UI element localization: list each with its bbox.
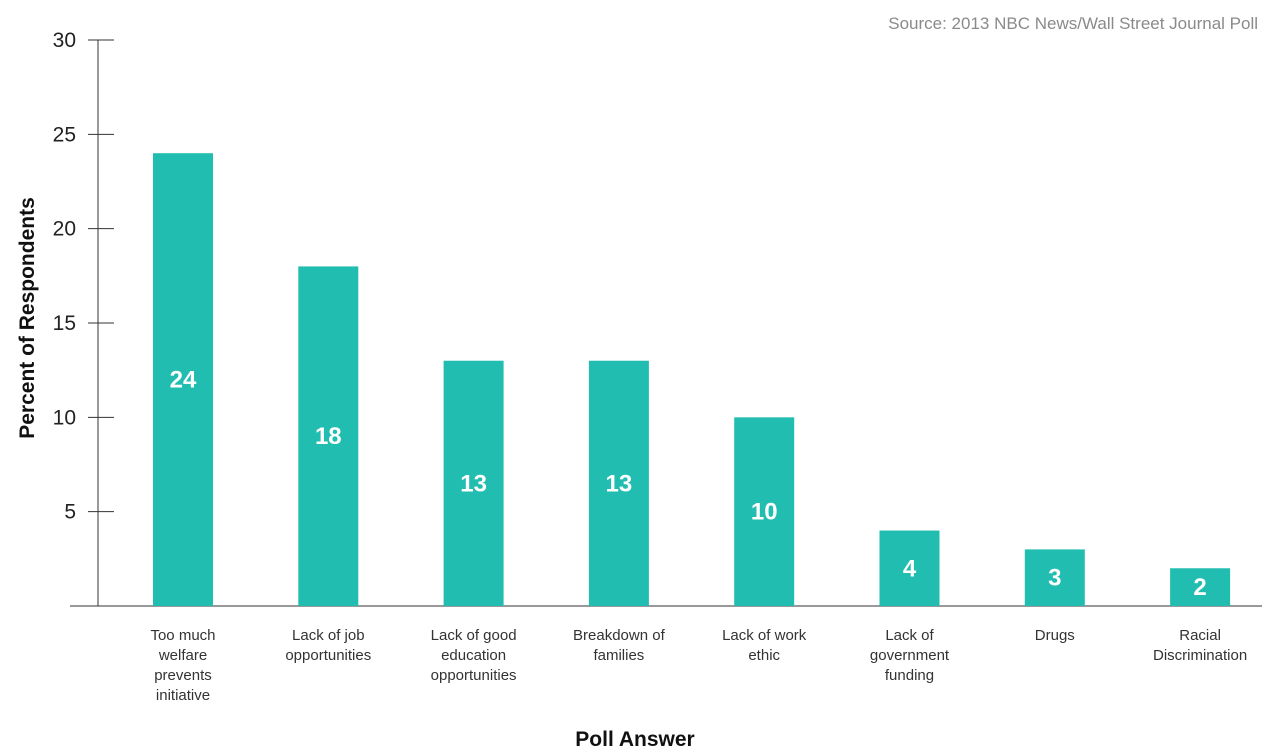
bar-value-label: 4 [903,555,917,582]
x-category-label-line: Too much [150,627,216,644]
x-category-label-line: opportunities [285,647,372,664]
bar [298,266,359,606]
bar [1024,549,1085,606]
bar [1170,568,1231,606]
x-category-label-line: government [869,647,950,664]
x-category-label-line: Lack of good [430,627,517,644]
y-tick-label: 20 [53,218,76,241]
y-tick-label: 15 [53,312,76,335]
bar [588,360,649,606]
x-category-label-line: Lack of job [292,627,365,644]
bar-value-label: 18 [315,423,342,450]
bar [153,153,213,606]
x-category-label: Lack of work ethic [694,626,834,666]
x-category-label-line: Lack of work [722,627,807,644]
x-category-label: Racial Discrimination [1130,626,1270,666]
bar [443,360,504,606]
source-note: Source: 2013 NBC News/Wall Street Journa… [888,14,1258,33]
x-category-label-line: Breakdown of [573,627,665,644]
x-category-label-line: education [441,647,507,664]
x-category-label: Breakdown of families [549,626,689,666]
y-axis-title: Percent of Respondents [16,197,39,439]
x-category-label-line: welfare [158,647,208,664]
bar-value-label: 2 [1193,574,1206,601]
bar-value-label: 10 [751,499,778,526]
x-category-label-line: families [593,647,645,664]
x-category-label-line: ethic [748,647,781,664]
x-category-label-line: Racial [1179,627,1221,644]
bar-value-label: 13 [606,470,633,497]
x-category-label: Lack of job opportunities [258,626,398,666]
x-category-label: Lack of good education opportunities [404,626,544,686]
bar [734,417,795,606]
x-category-label-line: opportunities [430,667,517,684]
bar [879,530,940,606]
x-category-label-line: Drugs [1034,627,1075,644]
x-category-label-line: initiative [155,687,211,704]
y-tick-label: 10 [53,406,76,429]
bar-value-label: 24 [170,367,197,394]
bar-value-label: 13 [460,470,487,497]
x-category-label: Lack of government funding [840,626,980,686]
x-category-label: Drugs [985,626,1125,646]
x-category-label-line: funding [884,667,935,684]
x-category-label-line: Lack of [885,627,934,644]
y-tick-label: 25 [53,123,76,146]
x-axis-title: Poll Answer [575,728,695,751]
x-category-label-line: Discrimination [1152,647,1248,664]
y-tick-label: 5 [64,501,76,524]
x-category-label-line: prevents [154,667,212,684]
bar-value-label: 3 [1048,565,1061,592]
x-category-label: Too much welfare prevents initiative [113,626,253,706]
y-tick-label: 30 [53,29,76,52]
